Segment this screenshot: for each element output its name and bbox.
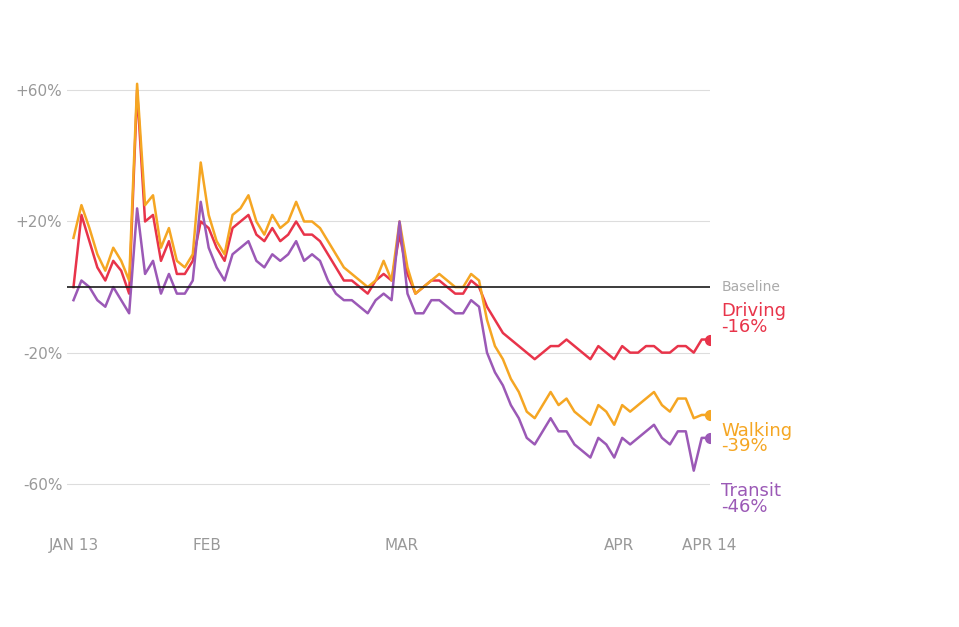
Text: Driving: Driving	[721, 302, 786, 320]
Text: -46%: -46%	[721, 498, 767, 516]
Text: -16%: -16%	[721, 318, 767, 336]
Text: Baseline: Baseline	[721, 280, 780, 294]
Text: Walking: Walking	[721, 421, 792, 440]
Text: Transit: Transit	[721, 482, 782, 500]
Text: -39%: -39%	[721, 437, 768, 455]
